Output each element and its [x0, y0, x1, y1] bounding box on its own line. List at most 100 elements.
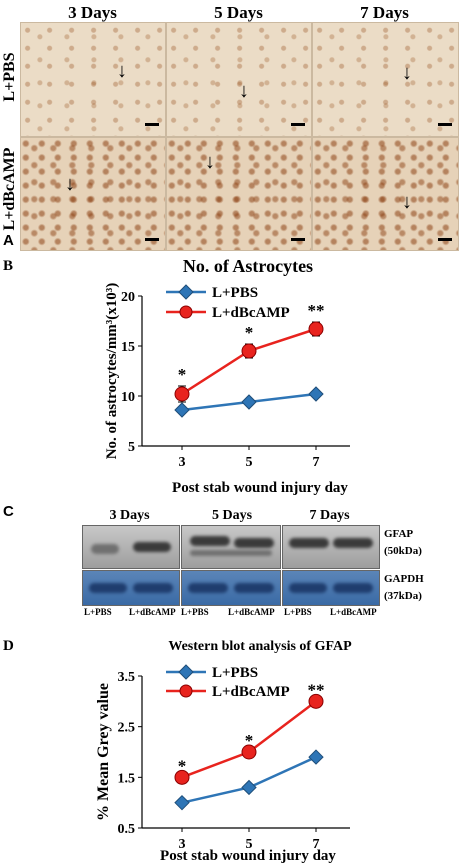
gapdh-blot-3days — [82, 570, 180, 606]
y-tick-label: 15 — [121, 340, 135, 355]
micrograph-dbcamp-3days: ↓ — [20, 137, 166, 251]
data-point-L+dBcAMP — [241, 744, 257, 760]
blot-band — [190, 550, 272, 556]
y-tick-label: 10 — [121, 390, 135, 405]
gfap-kda-label: (50kDa) — [384, 545, 422, 557]
scale-bar — [145, 238, 159, 241]
gfap-blot-5days — [181, 525, 281, 569]
blot-band — [289, 583, 327, 593]
micrograph-pbs-3days: ↓ — [20, 22, 166, 137]
gapdh-blot-7days — [282, 570, 380, 606]
scale-bar — [438, 123, 452, 126]
x-tick-label: 3 — [179, 455, 186, 470]
lane-label-dbcamp-7days: L+dBcAMP — [330, 607, 377, 617]
data-point-L+dBcAMP — [174, 386, 190, 402]
scale-bar — [291, 123, 305, 126]
data-point-L+dBcAMP — [241, 343, 257, 359]
panel-c-letter: C — [3, 503, 14, 520]
blot-band — [89, 583, 127, 593]
micrograph-pbs-7days: ↓ — [312, 22, 459, 137]
blot-band — [133, 583, 173, 593]
y-tick-label: 5 — [128, 440, 135, 455]
panel-letter: D — [3, 638, 14, 654]
arrow-marker: ↓ — [117, 60, 127, 82]
gapdh-label: GAPDH — [384, 573, 424, 585]
gapdh-blot-5days — [181, 570, 281, 606]
scale-bar — [145, 123, 159, 126]
data-point-L+dBcAMP — [174, 769, 190, 785]
significance-marker: * — [178, 756, 187, 775]
significance-marker: ** — [308, 680, 325, 699]
blot-band — [234, 583, 274, 593]
x-tick-label: 7 — [313, 837, 320, 852]
x-tick-label: 7 — [313, 455, 320, 470]
legend-marker-L+PBS — [178, 664, 194, 680]
lane-label-pbs-3days: L+PBS — [84, 607, 112, 617]
micrograph-dbcamp-5days: ↓ — [166, 137, 312, 251]
scale-bar — [291, 238, 305, 241]
micrograph-pbs-5days: ↓ — [166, 22, 312, 137]
data-point-L+PBS — [308, 386, 324, 402]
significance-marker: * — [245, 323, 254, 342]
panel-a-header-5days: 5 Days — [214, 3, 263, 22]
scale-bar — [438, 238, 452, 241]
data-point-L+PBS — [308, 749, 324, 765]
gfap-label: GFAP — [384, 528, 414, 540]
arrow-marker: ↓ — [402, 191, 412, 213]
y-axis-label: % Mean Grey value — [95, 683, 112, 821]
panel-a-row-label-dbcamp: L+dBcAMP — [1, 147, 18, 231]
x-axis-label: Post stab wound injury day — [160, 848, 336, 864]
x-tick-label: 5 — [246, 837, 253, 852]
x-tick-label: 5 — [246, 455, 253, 470]
y-tick-label: 20 — [121, 290, 135, 305]
panel-d-chart: D Western blot analysis of GFAP 0.5 1.5 2.5 3… — [3, 638, 352, 864]
legend-label-L+dBcAMP: L+dBcAMP — [212, 684, 290, 700]
blot-band — [289, 538, 329, 548]
blot-band — [333, 583, 373, 593]
legend-label-L+PBS: L+PBS — [212, 285, 258, 301]
legend-label-L+PBS: L+PBS — [212, 665, 258, 681]
y-tick-label: 2.5 — [118, 721, 136, 736]
blot-band — [234, 538, 274, 548]
blot-band — [333, 538, 373, 548]
chart-title: No. of Astrocytes — [183, 256, 313, 276]
panel-a-header-3days: 3 Days — [68, 3, 117, 22]
panel-c-header-5days: 5 Days — [211, 508, 253, 523]
panel-a-letter: A — [3, 232, 14, 249]
legend-marker-L+dBcAMP — [179, 684, 193, 698]
legend-marker-L+PBS — [178, 284, 194, 300]
panel-a-header-7days: 7 Days — [360, 3, 409, 22]
data-point-L+PBS — [241, 779, 257, 796]
y-tick-label: 0.5 — [118, 822, 136, 837]
gfap-blot-3days — [82, 525, 180, 569]
data-point-L+PBS — [174, 794, 190, 811]
lane-label-dbcamp-5days: L+dBcAMP — [228, 607, 275, 617]
panel-c-header-7days: 7 Days — [309, 508, 350, 523]
data-point-L+PBS — [174, 402, 190, 418]
x-axis-label: Post stab wound injury day — [172, 480, 348, 496]
blot-band — [133, 542, 171, 552]
y-tick-label: 3.5 — [118, 670, 136, 685]
arrow-marker: ↓ — [239, 80, 249, 102]
arrow-marker: ↓ — [402, 62, 412, 84]
y-tick-label: 1.5 — [118, 771, 136, 786]
arrow-marker: ↓ — [205, 151, 215, 173]
blot-band — [91, 544, 119, 554]
panel-b-chart: B No. of Astrocytes 5 10 15 20 3 5 7 Post stab wo… — [3, 256, 350, 496]
gapdh-kda-label: (37kDa) — [384, 590, 422, 602]
significance-marker: * — [245, 731, 254, 750]
lane-label-pbs-5days: L+PBS — [181, 607, 209, 617]
significance-marker: ** — [308, 301, 325, 320]
legend-label-L+dBcAMP: L+dBcAMP — [212, 305, 290, 321]
x-tick-label: 3 — [179, 837, 186, 852]
data-point-L+dBcAMP — [308, 321, 324, 337]
panel-letter: B — [3, 258, 13, 274]
panel-c-header-3days: 3 Days — [109, 508, 150, 523]
significance-marker: * — [178, 365, 187, 384]
panel-a-row-label-pbs: L+PBS — [1, 52, 18, 102]
arrow-marker: ↓ — [65, 173, 75, 195]
lane-label-dbcamp-3days: L+dBcAMP — [129, 607, 176, 617]
chart-title: Western blot analysis of GFAP — [168, 639, 352, 654]
y-axis-label: No. of astrocytes/mm³(x10³) — [104, 283, 120, 460]
data-point-L+dBcAMP — [308, 693, 324, 709]
